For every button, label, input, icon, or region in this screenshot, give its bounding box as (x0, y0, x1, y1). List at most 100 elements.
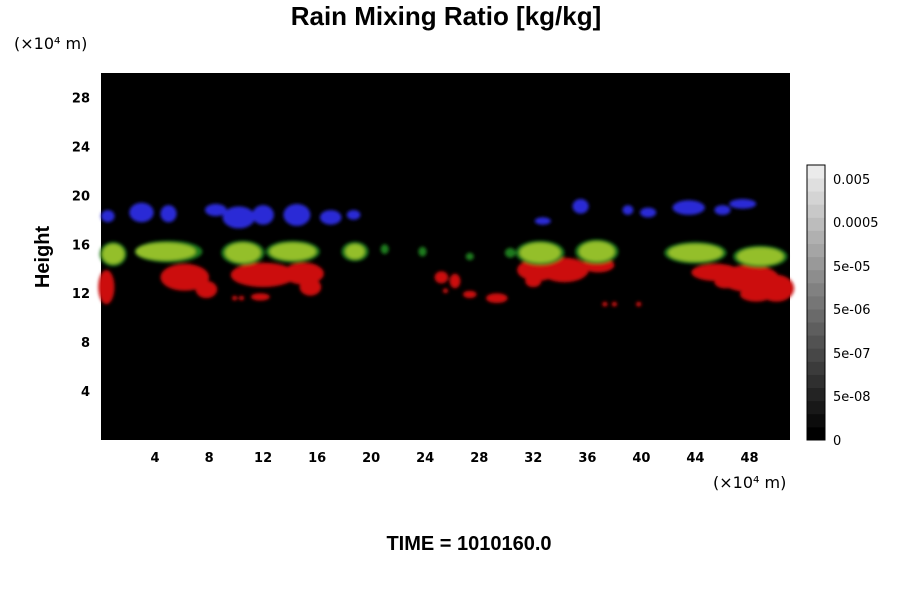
colorbar-swatch (807, 295, 825, 310)
rain-cell (540, 257, 589, 283)
y-tick-label: 8 (81, 336, 90, 351)
y-tick-label: 24 (72, 140, 90, 155)
colorbar-swatch (807, 269, 825, 284)
x-axis-unit: (×10⁴ m) (713, 473, 786, 492)
x-tick-label: 12 (254, 451, 272, 466)
x-tick-label: 16 (308, 451, 326, 466)
colorbar-swatch (807, 413, 825, 428)
y-tick-label: 28 (72, 92, 90, 107)
rain-cell (206, 292, 212, 297)
rain-cell (222, 206, 255, 229)
y-axis-unit: (×10⁴ m) (14, 34, 87, 53)
rain-cell (579, 241, 615, 262)
x-tick-label: 48 (740, 451, 758, 466)
rain-cell (380, 244, 389, 255)
colorbar-label: 0.0005 (833, 216, 879, 231)
colorbar-swatch (807, 191, 825, 205)
colorbar-label: 5e-05 (833, 260, 871, 275)
rain-cell (418, 246, 427, 257)
rain-cell (195, 280, 218, 299)
rain-cell (611, 301, 618, 307)
colorbar-swatch (807, 348, 825, 362)
rain-cell (283, 203, 311, 226)
rain-cell (504, 247, 516, 258)
rain-cell (572, 199, 589, 214)
rain-cell (442, 288, 449, 294)
colorbar-labels: 0.005 0.0005 5e-05 5e-06 5e-07 5e-08 0 (833, 173, 879, 449)
rain-cell (636, 301, 642, 307)
rain-cell (729, 199, 757, 209)
rain-cell (319, 210, 342, 225)
rain-cell (101, 210, 115, 223)
rain-cell (345, 244, 365, 259)
rain-field (98, 199, 795, 307)
colorbar-label: 0 (833, 434, 841, 449)
x-tick-label: 4 (150, 451, 159, 466)
y-tick-label: 4 (81, 385, 90, 400)
rain-cell (525, 274, 542, 288)
rain-cell (640, 207, 657, 218)
colorbar-label: 5e-07 (833, 347, 871, 362)
x-tick-label: 40 (632, 451, 650, 466)
rain-cell (98, 270, 115, 305)
y-tick-label: 20 (72, 189, 90, 204)
rain-cell (160, 263, 210, 291)
y-axis-ticks: 4 8 12 16 20 24 28 (72, 92, 90, 401)
rain-cell (252, 205, 274, 225)
colorbar-label: 5e-08 (833, 390, 871, 405)
rain-cell (714, 205, 731, 215)
y-tick-label: 16 (72, 238, 90, 253)
rain-cell (668, 244, 723, 262)
rain-cell (160, 205, 177, 223)
colorbar-frame (806, 164, 826, 441)
rain-cell (269, 243, 316, 261)
rain-cell (465, 252, 474, 261)
colorbar-swatch (807, 282, 825, 297)
rain-cell (232, 295, 238, 301)
x-tick-label: 20 (362, 451, 380, 466)
colorbar-swatch (807, 309, 825, 323)
colorbar-swatch (807, 204, 825, 218)
rain-cell (129, 202, 154, 223)
x-tick-label: 28 (470, 451, 488, 466)
rain-cell (602, 301, 608, 307)
x-tick-label: 8 (205, 451, 214, 466)
colorbar-swatch (807, 243, 825, 258)
time-label: TIME = 1010160.0 (386, 533, 551, 555)
colorbar-swatch (807, 361, 825, 375)
rain-cell (238, 295, 245, 301)
rain-cell (250, 293, 270, 301)
y-tick-label: 12 (72, 287, 90, 302)
rain-cell (737, 247, 784, 266)
x-axis-ticks: 4 8 12 16 20 24 28 32 36 40 44 48 (150, 451, 758, 466)
rain-cell (672, 200, 705, 215)
x-tick-label: 24 (416, 451, 434, 466)
chart-title: Rain Mixing Ratio [kg/kg] (291, 1, 602, 31)
colorbar-swatch (807, 322, 825, 336)
rain-cell (346, 210, 361, 220)
colorbar (806, 164, 826, 441)
x-tick-label: 36 (578, 451, 596, 466)
rain-cell (714, 276, 736, 289)
colorbar-swatch (807, 230, 825, 244)
x-tick-label: 44 (686, 451, 704, 466)
rain-cell (449, 273, 461, 289)
rain-cell (434, 271, 449, 284)
colorbar-label: 5e-06 (833, 303, 871, 318)
x-tick-label: 32 (524, 451, 542, 466)
colorbar-swatch (807, 256, 825, 271)
rain-cell (299, 278, 322, 296)
rain-cell (519, 243, 561, 263)
colorbar-swatch (807, 335, 825, 349)
rain-cell (225, 243, 261, 263)
rain-cell (230, 262, 296, 288)
colorbar-swatch (807, 374, 825, 389)
colorbar-swatch (807, 178, 825, 192)
rain-cell (102, 244, 124, 264)
colorbar-label: 0.005 (833, 173, 870, 188)
rain-cell (463, 290, 477, 299)
rain-cell (622, 205, 634, 215)
rain-cell (486, 293, 508, 303)
rain-cell (740, 287, 773, 302)
